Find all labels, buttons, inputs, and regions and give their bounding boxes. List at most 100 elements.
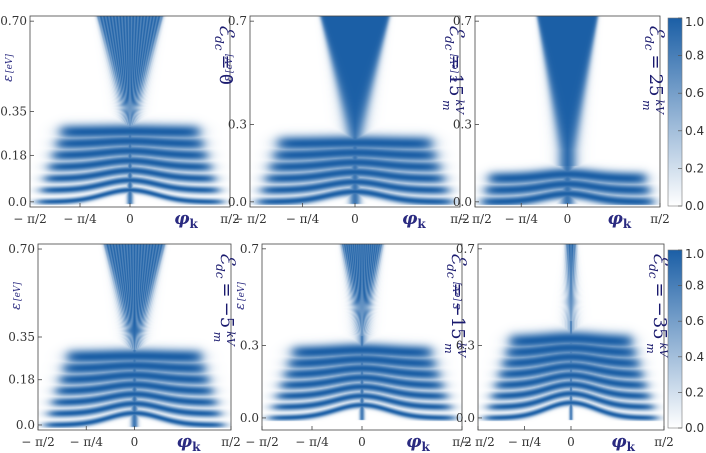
y-tick-label: 0.7 — [228, 14, 247, 28]
x-tick-label: 0 — [351, 212, 359, 226]
y-tick-label: 0.35 — [8, 330, 35, 344]
y-axis-label: ε [eV] — [449, 282, 464, 310]
x-tick-label: 0 — [131, 435, 139, 449]
k-subscript: k — [623, 217, 632, 231]
ev-unit: [eV] — [453, 282, 463, 301]
field-symbol: ℰ — [215, 24, 239, 38]
dc-subscript: dc — [646, 264, 660, 279]
colorbar-tick-label: 0.4 — [685, 350, 704, 364]
panel-top-middle: 0.0 0.3 0.7 − π/2 − π/4 0 π/2 ε [eV] φk ℰdc = 15 kVm — [221, 14, 470, 231]
x-tick-label: − π/2 — [13, 212, 46, 226]
k-subscript: k — [417, 217, 426, 231]
equals-sign: = — [215, 55, 236, 70]
y-tick-label: 0.35 — [0, 105, 27, 119]
field-label: ℰdc = −5 kVm — [211, 252, 240, 347]
k-subscript: k — [627, 440, 636, 453]
x-axis-label: φk — [174, 209, 198, 231]
colorbar-tick-label: 0.4 — [685, 124, 704, 138]
field-symbol: ℰ — [645, 24, 669, 38]
colorbar-tick-label: 0.0 — [685, 199, 704, 213]
field-symbol: ℰ — [447, 252, 471, 266]
phi-symbol: φ — [402, 209, 418, 229]
colorbar-tick-label: 1.0 — [685, 15, 704, 29]
field-value: −15 — [447, 302, 468, 340]
x-tick-label: 0 — [358, 435, 366, 449]
heatmap-image — [38, 244, 231, 430]
y-tick-label: 0.18 — [0, 148, 27, 162]
unit-denominator: m — [211, 332, 224, 342]
x-tick-label: − π/2 — [21, 435, 54, 449]
colorbar-tick-label: 0.0 — [685, 421, 704, 435]
heatmap-image — [262, 244, 462, 430]
x-tick-label: − π/4 — [63, 212, 97, 226]
field-label: ℰdc = −15 kVm — [442, 252, 471, 358]
colorbar-tick-label: 1.0 — [685, 247, 704, 261]
y-tick-label: 0.0 — [8, 195, 27, 209]
x-axis-label: φk — [406, 432, 430, 453]
eps-symbol: ε — [233, 303, 248, 310]
y-tick-label: 0.70 — [8, 242, 35, 256]
field-label: ℰdc = 0 — [212, 24, 239, 85]
field-label: ℰdc = −35 kVm — [644, 252, 673, 358]
y-axis-label: ε [eV] — [233, 282, 248, 310]
x-tick-label: − π/4 — [286, 212, 320, 226]
field-value: −5 — [216, 302, 237, 329]
x-tick-label: π/2 — [654, 435, 674, 449]
panel-bottom-left: 0.0 0.18 0.35 0.70 − π/2 − π/4 0 π/2 ε [eV] φk ℰdc =… — [8, 242, 241, 453]
x-tick-label: π/2 — [650, 212, 670, 226]
y-tick-label: 0.7 — [456, 242, 475, 256]
field-label: ℰdc = 15 kVm — [440, 24, 469, 115]
unit-denominator: m — [442, 343, 455, 353]
dc-subscript: dc — [213, 264, 227, 279]
eps-symbol: ε — [1, 75, 16, 82]
field-symbol: ℰ — [445, 24, 469, 38]
x-tick-label: − π/4 — [508, 435, 542, 449]
y-tick-label: 0.3 — [228, 117, 247, 131]
equals-sign: = — [216, 283, 237, 298]
dc-subscript: dc — [642, 36, 656, 51]
y-axis-label: ε [eV] — [221, 54, 236, 82]
x-axis-label: φk — [177, 432, 201, 453]
unit-numerator: kV — [224, 331, 237, 347]
x-tick-label: 0 — [126, 212, 134, 226]
panel-top-left: 0.0 0.18 0.35 0.70 − π/2 − π/4 0 π/2 ε [eV] φk ℰdc =… — [0, 14, 240, 231]
x-tick-label: − π/4 — [295, 435, 329, 449]
eps-symbol: ε — [9, 303, 24, 310]
colorbars: 1.0 0.8 0.6 0.4 0.2 0.0 1.0 0.8 0.6 0.4 0.2 0.0 — [667, 15, 704, 435]
colorbar-tick-label: 0.8 — [685, 49, 704, 63]
equals-sign: = — [645, 55, 666, 70]
field-value: −35 — [649, 302, 670, 340]
colorbar-tick-label: 0.6 — [685, 86, 704, 100]
y-tick-label: 0.3 — [456, 338, 475, 352]
x-tick-label: π/2 — [221, 435, 241, 449]
y-tick-label: 0.0 — [16, 418, 35, 432]
panels: 0.00.180.350.70− π/2− π/4 0 π/2ε[eV]φkℰdc=… — [0, 14, 674, 453]
phi-symbol: φ — [406, 432, 422, 452]
ev-unit: [eV] — [5, 54, 15, 73]
field-symbol: ℰ — [649, 252, 673, 266]
x-tick-label: − π/2 — [461, 435, 494, 449]
colorbar-tick-label: 0.8 — [685, 279, 704, 293]
dc-subscript: dc — [212, 36, 226, 51]
y-axis-label: ε [eV] — [1, 54, 16, 82]
y-tick-label: 0.7 — [240, 242, 259, 256]
x-tick-label: 0 — [567, 435, 575, 449]
colorbar-bottom: 1.0 0.8 0.6 0.4 0.2 0.0 — [667, 247, 704, 435]
phi-symbol: φ — [174, 209, 190, 229]
colorbar-top: 1.0 0.8 0.6 0.4 0.2 0.0 — [667, 15, 704, 213]
y-tick-label: 0.3 — [453, 117, 472, 131]
unit-denominator: m — [640, 100, 653, 110]
y-tick-label: 0.7 — [453, 14, 472, 28]
phi-symbol: φ — [607, 209, 623, 229]
y-tick-label: 0.3 — [240, 338, 259, 352]
ev-unit: [eV] — [13, 282, 23, 301]
y-tick-label: 0.0 — [228, 195, 247, 209]
x-tick-label: − π/2 — [233, 212, 266, 226]
x-tick-label: π/2 — [450, 212, 470, 226]
x-axis-label: φk — [402, 209, 426, 231]
colorbar-tick-label: 0.6 — [685, 314, 704, 328]
unit-numerator: kV — [657, 343, 670, 359]
colorbar-tick-label: 0.2 — [685, 385, 704, 399]
